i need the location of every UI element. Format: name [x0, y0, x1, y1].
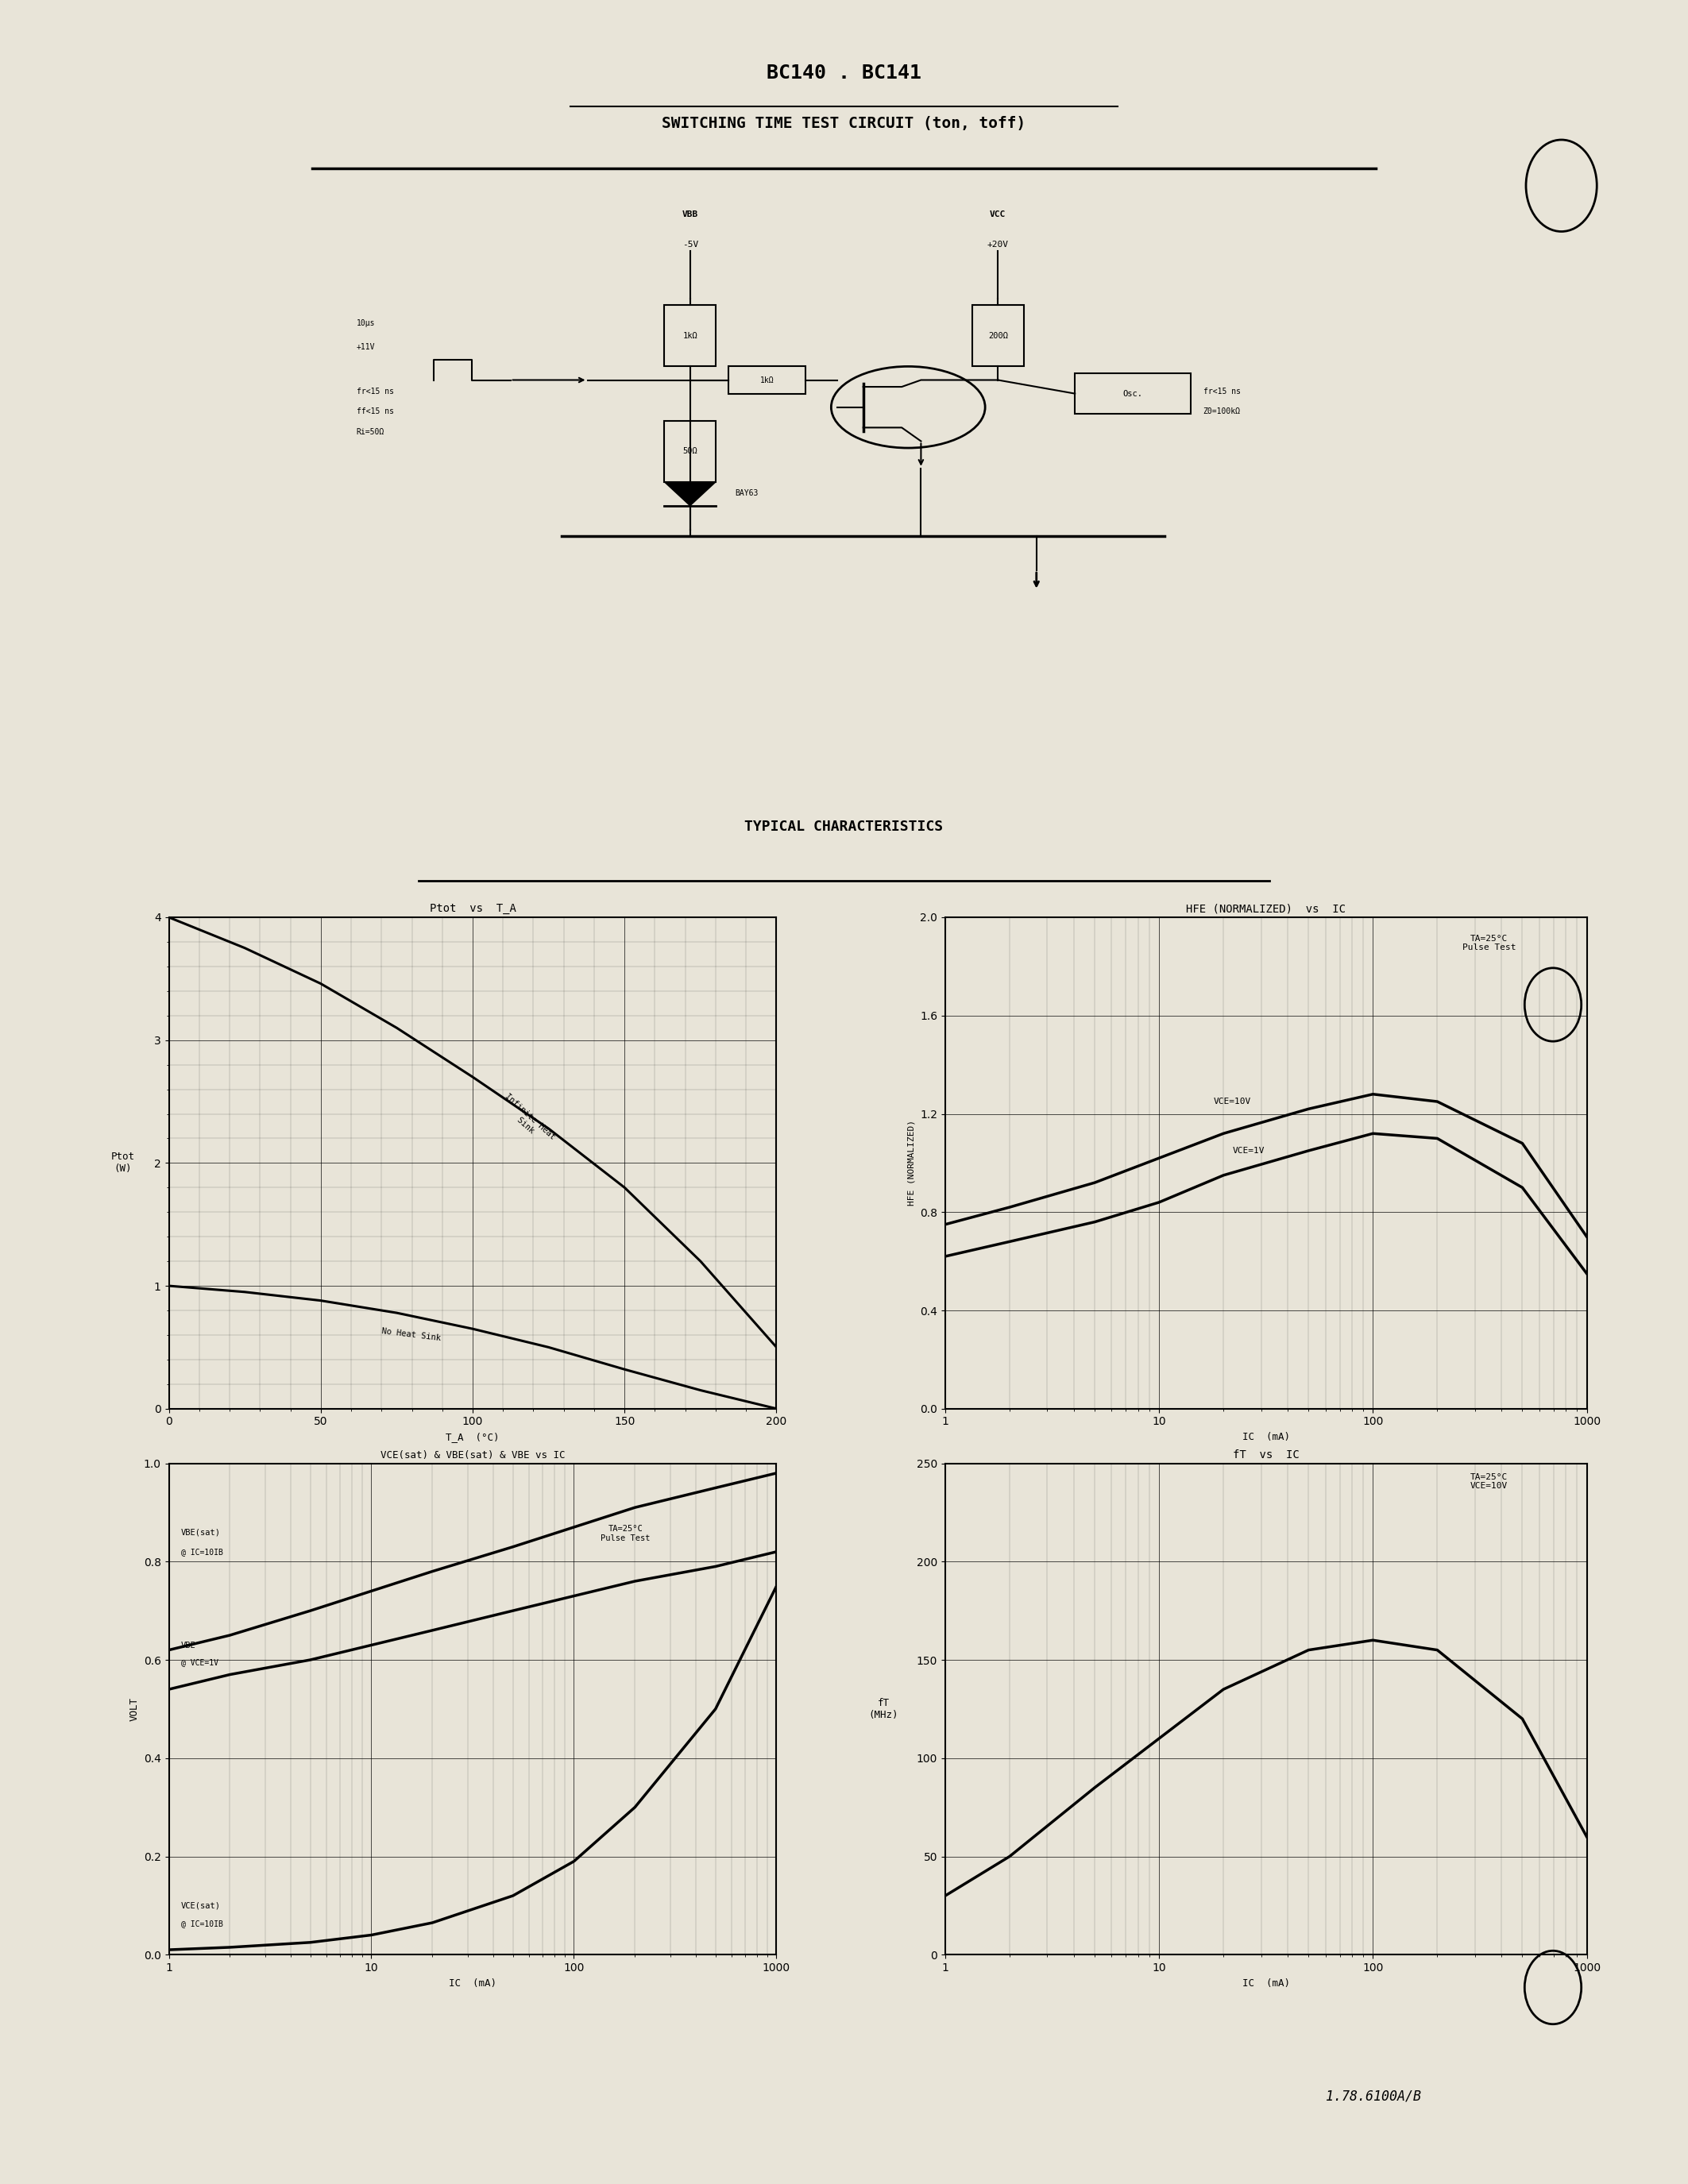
Text: Ri=50Ω: Ri=50Ω: [356, 428, 385, 437]
Text: @ VCE=1V: @ VCE=1V: [181, 1658, 218, 1666]
Text: SWITCHING TIME TEST CIRCUIT (ton, toff): SWITCHING TIME TEST CIRCUIT (ton, toff): [662, 116, 1026, 131]
Title: HFE (NORMALIZED)  vs  IC: HFE (NORMALIZED) vs IC: [1187, 902, 1345, 915]
Text: 200Ω: 200Ω: [987, 332, 1008, 341]
Text: VCE(sat): VCE(sat): [181, 1902, 221, 1909]
X-axis label: T_A  (°C): T_A (°C): [446, 1433, 500, 1441]
Text: 1kΩ: 1kΩ: [682, 332, 697, 341]
Bar: [1075, 373, 1190, 415]
Text: VBB: VBB: [682, 210, 699, 218]
Text: VBE: VBE: [181, 1640, 196, 1649]
Bar: [729, 367, 805, 393]
Text: TA=25°C
Pulse Test: TA=25°C Pulse Test: [1462, 935, 1516, 952]
Polygon shape: [665, 483, 716, 507]
Text: @ IC=10IB: @ IC=10IB: [181, 1920, 223, 1928]
Text: Z0=100kΩ: Z0=100kΩ: [1204, 408, 1241, 415]
Text: 1kΩ: 1kΩ: [760, 376, 775, 384]
Text: No Heat Sink: No Heat Sink: [381, 1328, 442, 1343]
Text: 50Ω: 50Ω: [682, 448, 697, 454]
Text: VCE=10V: VCE=10V: [1214, 1099, 1251, 1105]
Text: +20V: +20V: [987, 240, 1009, 249]
Text: TYPICAL CHARACTERISTICS: TYPICAL CHARACTERISTICS: [744, 819, 944, 834]
Text: TA=25°C
VCE=10V: TA=25°C VCE=10V: [1470, 1474, 1507, 1489]
Text: @ IC=10IB: @ IC=10IB: [181, 1548, 223, 1555]
Text: VCE=1V: VCE=1V: [1232, 1147, 1264, 1155]
Text: VBE(sat): VBE(sat): [181, 1529, 221, 1535]
Text: BAY63: BAY63: [734, 489, 758, 498]
Bar: [972, 306, 1023, 367]
Y-axis label: fT
(MHz): fT (MHz): [869, 1697, 898, 1721]
Text: fr<15 ns: fr<15 ns: [356, 387, 393, 395]
Text: BC140 . BC141: BC140 . BC141: [766, 63, 922, 83]
Text: -5V: -5V: [682, 240, 699, 249]
Bar: [665, 422, 716, 483]
Y-axis label: HFE (NORMALIZED): HFE (NORMALIZED): [908, 1120, 915, 1206]
Bar: [665, 306, 716, 367]
Title: fT  vs  IC: fT vs IC: [1232, 1448, 1300, 1461]
Title: VCE(sat) & VBE(sat) & VBE vs IC: VCE(sat) & VBE(sat) & VBE vs IC: [380, 1450, 565, 1461]
X-axis label: IC  (mA): IC (mA): [1242, 1979, 1290, 1987]
X-axis label: IC  (mA): IC (mA): [449, 1979, 496, 1987]
X-axis label: IC  (mA): IC (mA): [1242, 1433, 1290, 1441]
Text: fr<15 ns: fr<15 ns: [1204, 387, 1241, 395]
Text: VCC: VCC: [989, 210, 1006, 218]
Text: Osc.: Osc.: [1123, 389, 1143, 397]
Y-axis label: Ptot
(W): Ptot (W): [111, 1151, 135, 1175]
Title: Ptot  vs  T_A: Ptot vs T_A: [429, 904, 517, 915]
Text: 1.78.6100A/B: 1.78.6100A/B: [1327, 2090, 1421, 2103]
Text: 10µs: 10µs: [356, 319, 375, 328]
Y-axis label: VOLT: VOLT: [128, 1697, 138, 1721]
Text: +11V: +11V: [356, 343, 375, 352]
Text: TA=25°C
Pulse Test: TA=25°C Pulse Test: [601, 1524, 650, 1542]
Text: ff<15 ns: ff<15 ns: [356, 408, 393, 415]
Text: Infinite Heat
     Sink: Infinite Heat Sink: [496, 1092, 557, 1149]
